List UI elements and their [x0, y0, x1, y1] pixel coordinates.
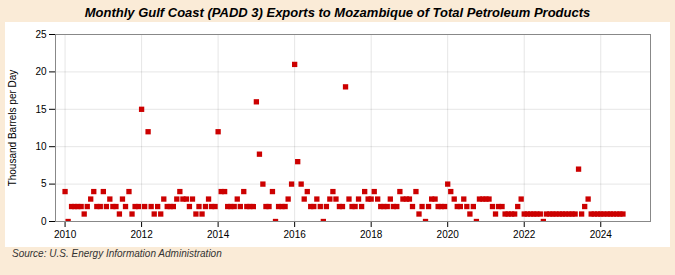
svg-text:15: 15	[35, 104, 47, 115]
svg-text:2018: 2018	[360, 229, 383, 240]
svg-text:25: 25	[35, 29, 47, 40]
svg-text:2010: 2010	[54, 229, 77, 240]
svg-text:2012: 2012	[130, 229, 153, 240]
html-text:Source: U.S. Energy Informatio: Source: U.S. Energy Information Administ…	[12, 248, 222, 259]
svg-text:2022: 2022	[513, 229, 536, 240]
svg-text:0: 0	[41, 216, 47, 227]
svg-text:2024: 2024	[590, 229, 613, 240]
svg-text:20: 20	[35, 66, 47, 77]
svg-text:2016: 2016	[284, 229, 307, 240]
svg-text:2014: 2014	[207, 229, 230, 240]
svg-text:10: 10	[35, 141, 47, 152]
svg-text:2020: 2020	[437, 229, 460, 240]
svg-text:5: 5	[41, 178, 47, 189]
svg-text:Thousand Barrels per Day: Thousand Barrels per Day	[7, 70, 18, 187]
html-text:Monthly Gulf Coast (PADD 3) Ex: Monthly Gulf Coast (PADD 3) Exports to M…	[84, 5, 591, 20]
